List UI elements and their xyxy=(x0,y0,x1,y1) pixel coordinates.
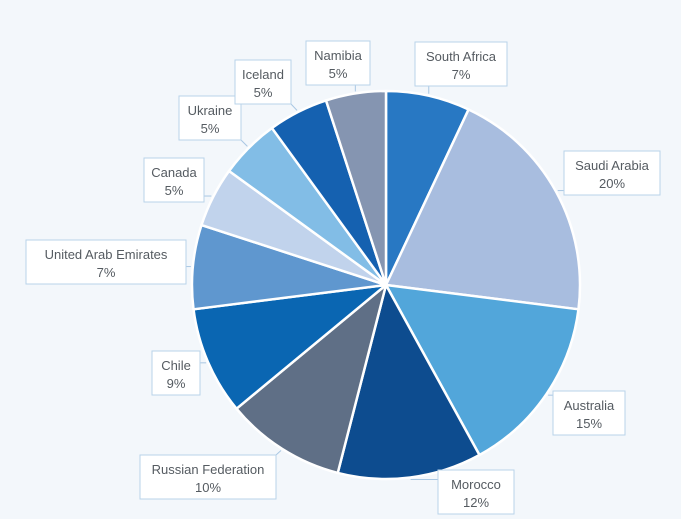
callout-box xyxy=(305,40,371,86)
pie-slice-chile xyxy=(192,283,388,410)
slice-label: Russian Federation xyxy=(152,462,265,477)
slice-value-label: 9% xyxy=(167,376,186,391)
pie-slice-morocco xyxy=(336,283,481,481)
callout-box xyxy=(139,454,277,500)
callout-saudi-arabia: Saudi Arabia 20% xyxy=(563,150,661,196)
slice-value-label: 5% xyxy=(165,183,184,198)
slice-label: Ukraine xyxy=(188,103,233,118)
pie-slice-saudi-arabia xyxy=(384,108,582,311)
slice-value-label: 7% xyxy=(97,265,116,280)
pie-slice-namibia xyxy=(324,89,388,287)
callout-box xyxy=(414,41,508,87)
callout-canada: Canada 5% xyxy=(143,157,205,203)
pie-slice-australia xyxy=(384,283,580,457)
pie-slice-russian-federation xyxy=(235,283,388,475)
slice-label: Morocco xyxy=(451,477,501,492)
callout-ukraine: Ukraine 5% xyxy=(178,95,242,141)
slice-value-label: 12% xyxy=(463,495,489,510)
callout-russian-federation: Russian Federation 10% xyxy=(139,454,277,500)
slice-label: South Africa xyxy=(426,49,497,64)
callout-namibia: Namibia 5% xyxy=(305,40,371,86)
slice-label: Namibia xyxy=(314,48,362,63)
slice-label: Canada xyxy=(151,165,197,180)
slice-value-label: 5% xyxy=(254,85,273,100)
slice-label: Saudi Arabia xyxy=(575,158,649,173)
callout-leader-ukraine xyxy=(240,139,248,147)
callout-south-africa: South Africa 7% xyxy=(414,41,508,87)
slice-value-label: 10% xyxy=(195,480,221,495)
callout-box xyxy=(552,390,626,436)
callout-box xyxy=(178,95,242,141)
callout-iceland: Iceland 5% xyxy=(234,59,292,105)
slice-label: Chile xyxy=(161,358,191,373)
slice-value-label: 20% xyxy=(599,176,625,191)
slice-label: Australia xyxy=(564,398,615,413)
callout-box xyxy=(437,469,515,515)
callout-leader-russian-federation xyxy=(275,450,282,456)
slice-value-label: 5% xyxy=(329,66,348,81)
callout-box xyxy=(25,239,187,285)
callout-australia: Australia 15% xyxy=(552,390,626,436)
slice-value-label: 15% xyxy=(576,416,602,431)
callout-chile: Chile 9% xyxy=(151,350,201,396)
slice-label: United Arab Emirates xyxy=(45,247,168,262)
slice-value-label: 5% xyxy=(201,121,220,136)
callout-united-arab-emirates: United Arab Emirates 7% xyxy=(25,239,187,285)
callout-box xyxy=(563,150,661,196)
callout-leader-iceland xyxy=(290,103,298,111)
callout-morocco: Morocco 12% xyxy=(437,469,515,515)
slice-callouts: South Africa 7% Saudi Arabia 20% Australia 15… xyxy=(25,40,661,515)
callout-box xyxy=(143,157,205,203)
callout-box xyxy=(151,350,201,396)
pie-slices xyxy=(190,89,582,481)
slice-label: Iceland xyxy=(242,67,284,82)
callout-box xyxy=(234,59,292,105)
slice-value-label: 7% xyxy=(452,67,471,82)
